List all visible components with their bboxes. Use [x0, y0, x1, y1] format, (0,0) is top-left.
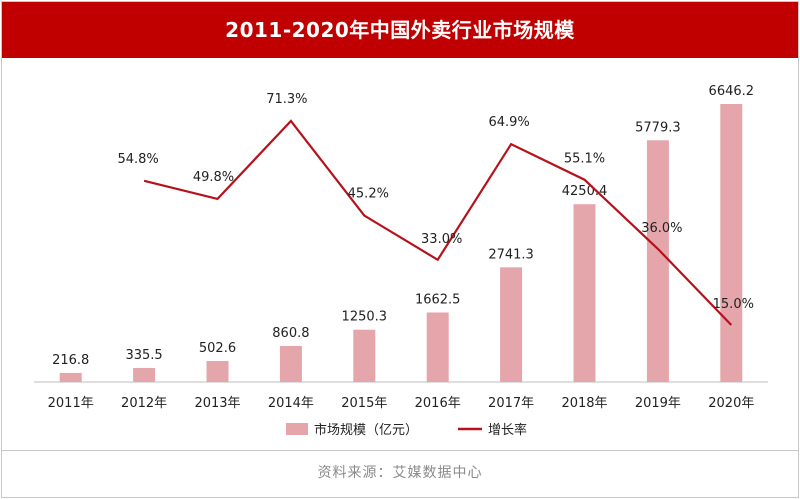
line-value-label: 64.9%	[488, 115, 529, 130]
chart-svg: 216.8 2011年 335.5 2012年 502.6 2013年 860.8 2014年…	[34, 84, 768, 438]
bar-value-label: 1250.3	[342, 310, 388, 325]
line-value-label: 15.0%	[713, 297, 754, 312]
legend-swatch-bar	[286, 423, 308, 435]
source-note: 资料来源：艾媒数据中心	[317, 465, 483, 481]
footer-divider	[2, 450, 798, 451]
bar-value-label: 335.5	[125, 348, 162, 363]
legend-label-bar: 市场规模（亿元）	[314, 422, 418, 438]
bar-value-label: 216.8	[52, 353, 89, 368]
bar-value-label: 4250.4	[562, 184, 608, 199]
x-tick-label: 2018年	[561, 396, 607, 411]
line-value-label: 54.8%	[117, 152, 158, 167]
bar	[133, 367, 156, 382]
bar-value-label: 860.8	[272, 326, 309, 341]
bar	[279, 345, 302, 382]
chart-title: 2011-2020年中国外卖行业市场规模	[2, 2, 798, 58]
x-tick-label: 2014年	[268, 396, 314, 411]
bar-value-label: 502.6	[199, 341, 236, 356]
x-tick-label: 2016年	[415, 396, 461, 411]
x-tick-label: 2019年	[635, 396, 681, 411]
line-value-label: 45.2%	[348, 187, 389, 202]
line-value-label: 55.1%	[564, 152, 605, 167]
growth-line	[143, 119, 733, 326]
line-value-label: 71.3%	[266, 92, 307, 107]
x-tick-label: 2015年	[341, 396, 387, 411]
bar-value-label: 1662.5	[415, 292, 461, 307]
bar-value-label: 2741.3	[488, 247, 534, 262]
bar	[646, 140, 669, 382]
x-tick-label: 2017年	[488, 396, 534, 411]
bar-value-label: 5779.3	[635, 120, 681, 135]
line-value-label: 33.0%	[421, 232, 462, 247]
bar	[59, 372, 82, 382]
bar	[426, 312, 449, 382]
bar	[353, 329, 376, 382]
bar	[206, 360, 229, 382]
bar	[500, 267, 523, 382]
line-value-label: 36.0%	[641, 221, 682, 236]
x-tick-label: 2011年	[48, 396, 94, 411]
bar	[573, 204, 596, 382]
bar	[720, 104, 743, 382]
legend-label-line: 增长率	[488, 422, 527, 438]
x-tick-label: 2013年	[194, 396, 240, 411]
x-tick-label: 2012年	[121, 396, 167, 411]
bar-value-label: 6646.2	[709, 84, 755, 99]
line-value-label: 49.8%	[193, 170, 234, 185]
x-tick-label: 2020年	[708, 396, 754, 411]
